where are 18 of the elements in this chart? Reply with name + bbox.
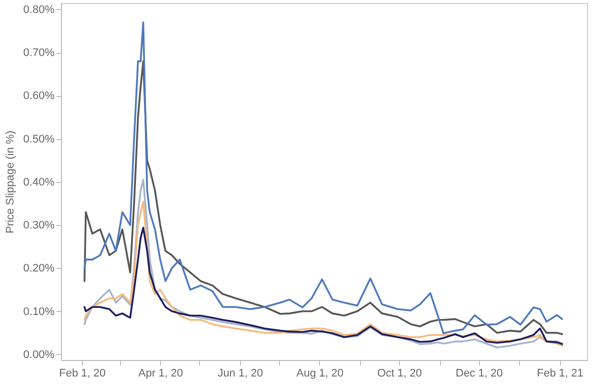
line-series (84, 226, 564, 345)
y-tick-label: 0.80% (23, 4, 55, 16)
y-tick-label: 0.70% (23, 47, 55, 60)
x-tick-label: Feb 1, 20 (59, 368, 106, 380)
y-tick-label: 0.30% (23, 220, 55, 232)
x-tick-label: Aug 1, 20 (296, 368, 344, 380)
y-tick-label: 0.40% (23, 176, 55, 188)
x-tick-label: Feb 1, 21 (536, 368, 584, 380)
y-tick-label: 0.20% (23, 262, 55, 275)
x-tick-label: Oct 1, 20 (377, 368, 422, 380)
y-tick-label: 0.10% (23, 306, 55, 318)
x-tick-label: Dec 1, 20 (456, 368, 503, 380)
y-tick-label: 0.50% (23, 133, 55, 146)
x-tick-label: Apr 1, 20 (138, 368, 184, 380)
y-tick-label: 0.00% (23, 348, 55, 361)
y-tick-label: 0.60% (23, 90, 55, 102)
x-tick-label: Jun 1, 20 (218, 368, 263, 380)
y-axis-title: Price Slippage (in %) (4, 130, 16, 234)
